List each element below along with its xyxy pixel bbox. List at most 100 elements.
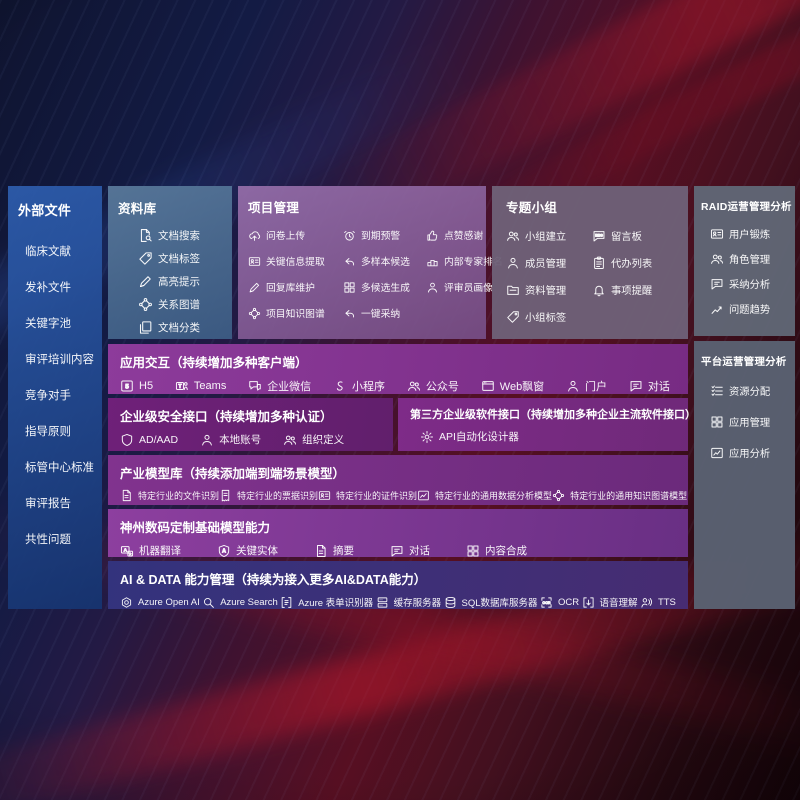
item-label: 评审员画像 — [444, 283, 493, 294]
security-item: AD/AAD — [120, 433, 178, 447]
project-item: 问卷上传 — [248, 228, 340, 242]
raid-operations-panel: RAID运营管理分析 用户锻炼 角色管理 采纳分析 问题趋势 — [694, 186, 795, 336]
industry-item: 特定行业的文件识别 — [120, 489, 219, 502]
library-item: 关系图谱 — [138, 297, 222, 312]
ocr-icon — [540, 596, 553, 609]
team-item: 小组标签 — [506, 309, 588, 324]
band-title: 产业模型库（持续添加端到端场景模型） — [120, 467, 346, 481]
item-label: 关键字池 — [25, 318, 71, 330]
chat-icon — [710, 277, 724, 291]
ai-data-item: 缓存服务器 — [376, 595, 442, 609]
item-label: 标管中心标准 — [25, 462, 94, 474]
item-label: 回复库维护 — [266, 283, 315, 294]
thirdparty-item: API自动化设计器 — [420, 429, 519, 444]
openai-icon — [120, 596, 133, 609]
card-icon — [710, 227, 724, 241]
users-icon — [506, 229, 520, 243]
band-title: AI & DATA 能力管理（持续为接入更多AI&DATA能力） — [120, 573, 427, 587]
shield-icon — [120, 433, 134, 447]
item-label: 特定行业的通用数据分析模型 — [435, 491, 553, 501]
interaction-item: Teams — [175, 379, 226, 393]
graph-icon — [138, 297, 153, 312]
item-label: 文档搜索 — [158, 230, 200, 242]
wechat-icon — [248, 379, 262, 393]
item-label: 机器翻译 — [139, 545, 181, 557]
security-item: 组织定义 — [283, 432, 344, 447]
browser-icon — [481, 379, 495, 393]
item-label: TTS — [657, 596, 676, 608]
project-item: 到期预警 — [343, 228, 423, 242]
item-label: 缓存服务器 — [393, 598, 442, 609]
item-label: Azure Open AI — [138, 596, 200, 608]
panel-title: 专题小组 — [506, 201, 558, 215]
item-label: 文档标签 — [158, 253, 200, 265]
shield-a-icon — [217, 544, 231, 558]
industry-item: 特定行业的证件识别 — [318, 489, 417, 502]
item-label: 企业微信 — [267, 381, 312, 393]
ai-data-item: TTS — [640, 596, 676, 609]
enterprise-security-band: 企业级安全接口（持续增加多种认证） AD/AAD 本地账号 组织定义 — [108, 398, 393, 451]
item-label: 特定行业的文件识别 — [138, 491, 220, 501]
base-model-item: 机器翻译 — [120, 543, 181, 558]
tts-icon — [640, 596, 653, 609]
tag-icon — [138, 251, 153, 266]
industry-item: 特定行业的票据识别 — [219, 489, 318, 502]
item-label: 关键实体 — [236, 545, 278, 557]
security-item: 本地账号 — [200, 432, 261, 447]
library-panel: 资料库 文档搜索 文档标签 高亮提示 关系图谱 文档分类 — [108, 186, 232, 339]
item-label: 多候选生成 — [361, 283, 410, 294]
item-label: 采纳分析 — [729, 280, 771, 291]
bbs-icon — [592, 229, 606, 243]
item-label: 文档分类 — [158, 322, 200, 334]
ai-data-item: Azure Search — [202, 596, 278, 609]
person-icon — [200, 433, 214, 447]
person-icon — [426, 281, 439, 294]
team-item: 小组建立 — [506, 228, 588, 243]
item-label: 高亮提示 — [158, 276, 200, 288]
grid-icon — [466, 544, 480, 558]
item-label: 内部专家排名 — [444, 257, 503, 268]
gear-icon — [420, 430, 434, 444]
graph-icon — [552, 489, 565, 502]
item-label: 特定行业的证件识别 — [336, 491, 418, 501]
sidebar-item: 标管中心标准 — [25, 459, 94, 475]
team-item: 留言板 — [592, 228, 674, 243]
project-item: 回复库维护 — [248, 280, 340, 294]
item-label: 资源分配 — [729, 387, 771, 398]
base-model-item: 对话 — [390, 543, 430, 558]
item-label: 用户锻炼 — [729, 230, 771, 241]
base-model-item: 摘要 — [314, 543, 354, 558]
band-title: 应用交互（持续增加多种客户端） — [120, 356, 308, 370]
sidebar-item: 审评报告 — [25, 495, 92, 511]
item-label: API自动化设计器 — [439, 431, 519, 443]
item-label: 公众号 — [425, 381, 459, 393]
library-item: 文档搜索 — [138, 228, 222, 243]
item-label: 问卷上传 — [266, 231, 306, 242]
item-label: 特定行业的票据识别 — [237, 491, 319, 501]
item-label: 关系图谱 — [158, 299, 200, 311]
raid-item: 采纳分析 — [710, 276, 788, 291]
interaction-item: 公众号 — [407, 378, 459, 394]
item-label: 摘要 — [333, 545, 354, 557]
teams-icon — [175, 379, 189, 393]
chartbox-icon — [710, 446, 724, 460]
chat-icon — [390, 544, 404, 558]
platform-operations-panel: 平台运营管理分析 资源分配 应用管理 应用分析 — [694, 341, 795, 609]
band-title: 企业级安全接口（持续增加多种认证） — [120, 410, 333, 424]
app-interaction-band: 应用交互（持续增加多种客户端） H5 Teams 企业微信 小程序 公众号 Web飘窗 门户… — [108, 344, 688, 394]
item-label: 指导原则 — [25, 426, 71, 438]
library-item: 高亮提示 — [138, 274, 222, 289]
item-label: 到期预警 — [361, 231, 401, 242]
tag-icon — [506, 310, 520, 324]
project-item: 多样本候选 — [343, 254, 423, 268]
server-icon — [376, 596, 389, 609]
item-label: 对话 — [409, 545, 430, 557]
doc-icon — [314, 544, 328, 558]
raid-item: 用户锻炼 — [710, 226, 788, 241]
item-label: 角色管理 — [729, 255, 771, 266]
topic-groups-panel: 专题小组 小组建立 留言板 成员管理 代办列表 资料管理 事项提醒 小组标签 — [492, 186, 688, 339]
interaction-item: 企业微信 — [248, 378, 311, 394]
platform-item: 资源分配 — [710, 383, 788, 398]
item-label: Web飘窗 — [499, 381, 545, 393]
